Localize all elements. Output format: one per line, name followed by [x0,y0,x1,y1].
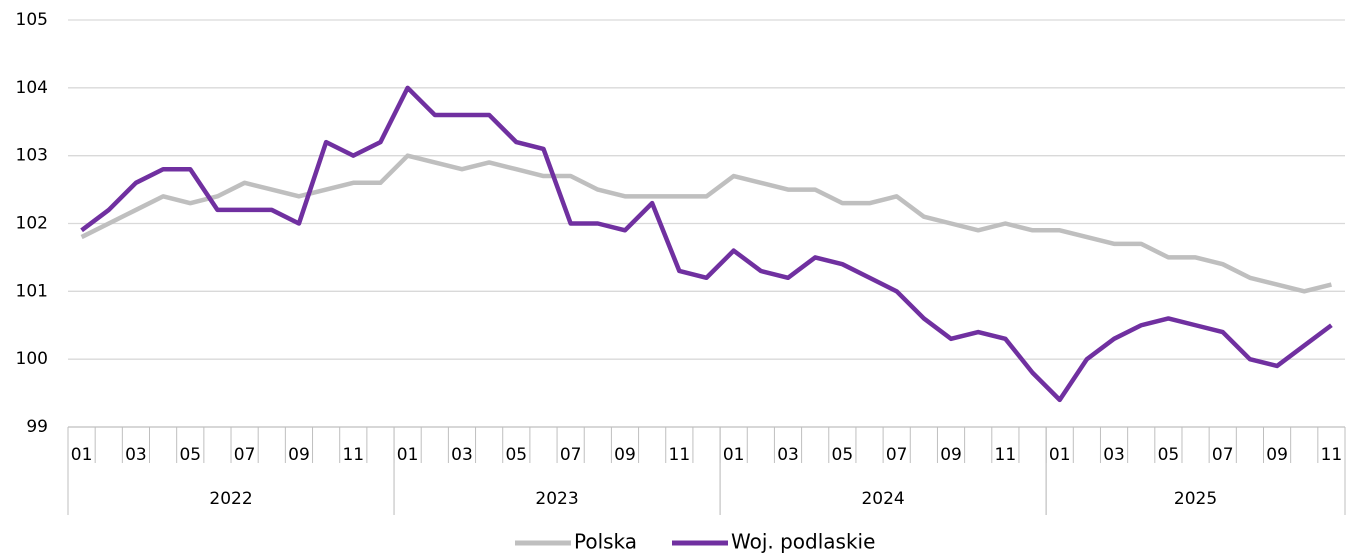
x-tick-label: 07 [560,445,582,465]
legend-label: Polska [574,530,637,554]
x-tick-label: 11 [669,445,691,465]
y-tick-label: 100 [16,349,48,369]
legend-label: Woj. podlaskie [731,530,875,554]
year-label: 2024 [861,489,904,509]
x-tick-label: 11 [342,445,364,465]
x-tick-label: 01 [723,445,745,465]
x-tick-label: 09 [614,445,636,465]
x-tick-label: 03 [777,445,799,465]
year-label: 2025 [1174,489,1217,509]
x-tick-label: 01 [71,445,93,465]
x-tick-label: 01 [1049,445,1071,465]
y-tick-label: 104 [16,78,48,98]
x-tick-label: 07 [886,445,908,465]
series-line [80,153,1332,294]
y-tick-label: 99 [26,417,48,437]
series-line [80,85,1333,403]
year-label: 2022 [209,489,252,509]
y-tick-label: 101 [16,281,48,301]
x-tick-label: 11 [995,445,1017,465]
x-tick-label: 03 [1103,445,1125,465]
x-tick-label: 01 [397,445,419,465]
x-tick-label: 07 [1212,445,1234,465]
x-tick-label: 09 [940,445,962,465]
x-tick-label: 09 [1266,445,1288,465]
y-tick-label: 102 [16,214,48,234]
x-tick-label: 05 [179,445,201,465]
x-tick-label: 11 [1321,445,1343,465]
y-tick-label: 105 [16,10,48,30]
x-tick-label: 05 [505,445,527,465]
x-tick-label: 05 [1158,445,1180,465]
y-tick-label: 103 [16,146,48,166]
x-tick-label: 05 [832,445,854,465]
year-label: 2023 [535,489,578,509]
x-tick-label: 07 [234,445,256,465]
x-tick-label: 03 [451,445,473,465]
x-tick-label: 09 [288,445,310,465]
x-tick-label: 03 [125,445,147,465]
